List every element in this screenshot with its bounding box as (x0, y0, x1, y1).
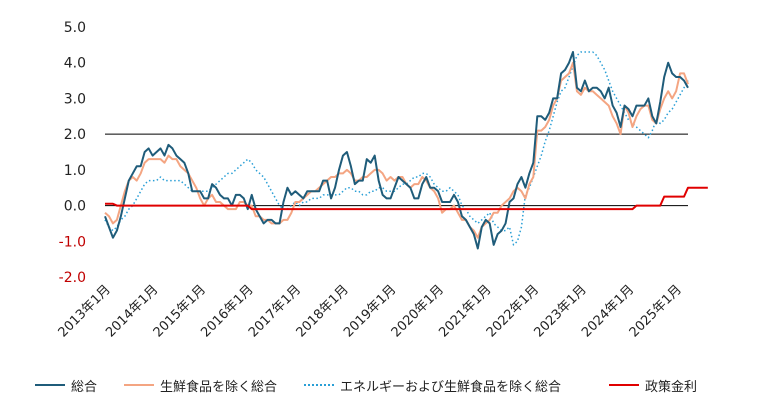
y-tick-label: -2.0 (59, 270, 86, 286)
legend-item: 総合 (35, 376, 98, 395)
legend-label: 政策金利 (645, 379, 698, 395)
legend-swatch (304, 384, 334, 386)
series-layer (104, 51, 708, 250)
legend-label: 総合 (71, 379, 98, 395)
x-axis: 2013年1月2014年1月2015年1月2016年1月2017年1月2018年… (56, 282, 685, 340)
legend-swatch (609, 384, 639, 386)
legend-item: 生鮮食品を除く総合 (124, 376, 278, 395)
y-axis: 5.0 4.0 3.0 2.0 1.0 0.0 -1.0 -2.0 (59, 20, 86, 286)
y-tick-label: -1.0 (59, 234, 86, 250)
y-tick-label: 1.0 (64, 163, 86, 179)
y-tick-label: 2.0 (64, 127, 86, 143)
series-line-1 (104, 61, 689, 239)
legend: 総合 生鮮食品を除く総合 エネルギーおよび生鮮食品を除く総合 政策金利 (0, 372, 758, 398)
y-tick-label: 0.0 (64, 199, 86, 215)
legend-swatch (35, 384, 65, 386)
legend-item: エネルギーおよび生鮮食品を除く総合 (304, 376, 562, 395)
series-line-0 (104, 51, 689, 250)
y-tick-label: 4.0 (64, 56, 86, 72)
legend-swatch (124, 384, 154, 386)
legend-label: 生鮮食品を除く総合 (160, 379, 278, 395)
reference-lines (105, 133, 688, 207)
y-tick-label: 5.0 (64, 20, 86, 36)
legend-label: エネルギーおよび生鮮食品を除く総合 (340, 379, 562, 395)
series-line-3 (105, 186, 708, 211)
series-line-2 (104, 51, 689, 246)
y-tick-label: 3.0 (64, 91, 86, 107)
legend-item: 政策金利 (609, 376, 698, 395)
